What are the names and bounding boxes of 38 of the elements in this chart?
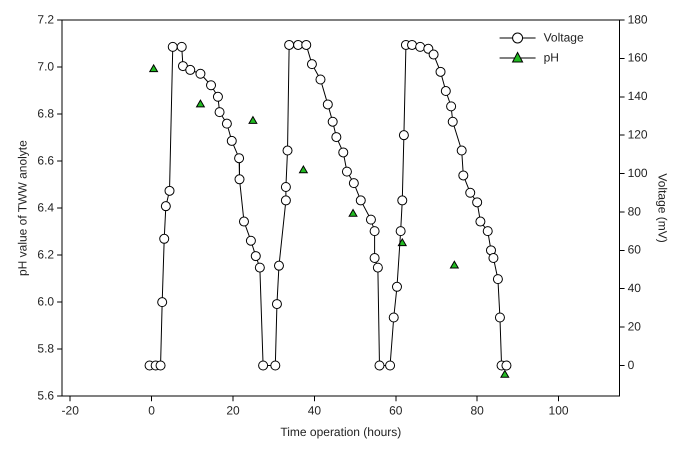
y2-tick-label: 140 xyxy=(628,89,648,104)
legend-label: pH xyxy=(544,50,559,64)
y2-tick-label: 180 xyxy=(628,12,648,26)
y2-tick-label: 80 xyxy=(628,204,642,218)
y-tick-label: 7.2 xyxy=(37,12,54,26)
y-tick-label: 7.0 xyxy=(37,59,54,74)
y-tick-label: 5.6 xyxy=(37,388,54,403)
y-tick-label: 6.6 xyxy=(37,153,54,168)
x-tick-label: -20 xyxy=(62,404,80,418)
y2-tick-label: 0 xyxy=(628,358,635,372)
y-tick-label: 5.8 xyxy=(37,341,54,356)
y2-tick-label: 60 xyxy=(628,242,642,257)
x-tick-label: 20 xyxy=(226,404,240,418)
point xyxy=(248,116,258,124)
y2-tick-label: 120 xyxy=(628,127,648,142)
point xyxy=(500,370,510,378)
y2-axis-title: Voltage (mV) xyxy=(655,173,670,243)
y-tick-label: 6.4 xyxy=(37,200,54,214)
x-tick-label: 60 xyxy=(389,404,403,418)
y-axis-title: pH value of TWW anolyte xyxy=(16,140,30,276)
x-tick-label: 0 xyxy=(148,404,156,418)
point xyxy=(450,260,459,268)
y-tick-label: 6.0 xyxy=(37,294,54,308)
legend-label: Voltage xyxy=(544,30,584,44)
y2-tick-label: 20 xyxy=(628,319,642,334)
point xyxy=(196,100,205,108)
x-tick-label: 40 xyxy=(308,404,322,418)
point xyxy=(348,208,358,217)
y-tick-label: 6.8 xyxy=(37,106,54,120)
point xyxy=(149,64,158,72)
y2-tick-label: 100 xyxy=(628,166,648,180)
x-tick-label: 80 xyxy=(470,404,484,418)
x-axis-title: Time operation (hours) xyxy=(280,425,402,440)
x-tick-label: 100 xyxy=(548,404,569,418)
point xyxy=(298,165,308,174)
y2-tick-label: 40 xyxy=(628,281,642,296)
y2-tick-label: 160 xyxy=(628,50,648,65)
y-tick-label: 6.2 xyxy=(37,247,54,262)
